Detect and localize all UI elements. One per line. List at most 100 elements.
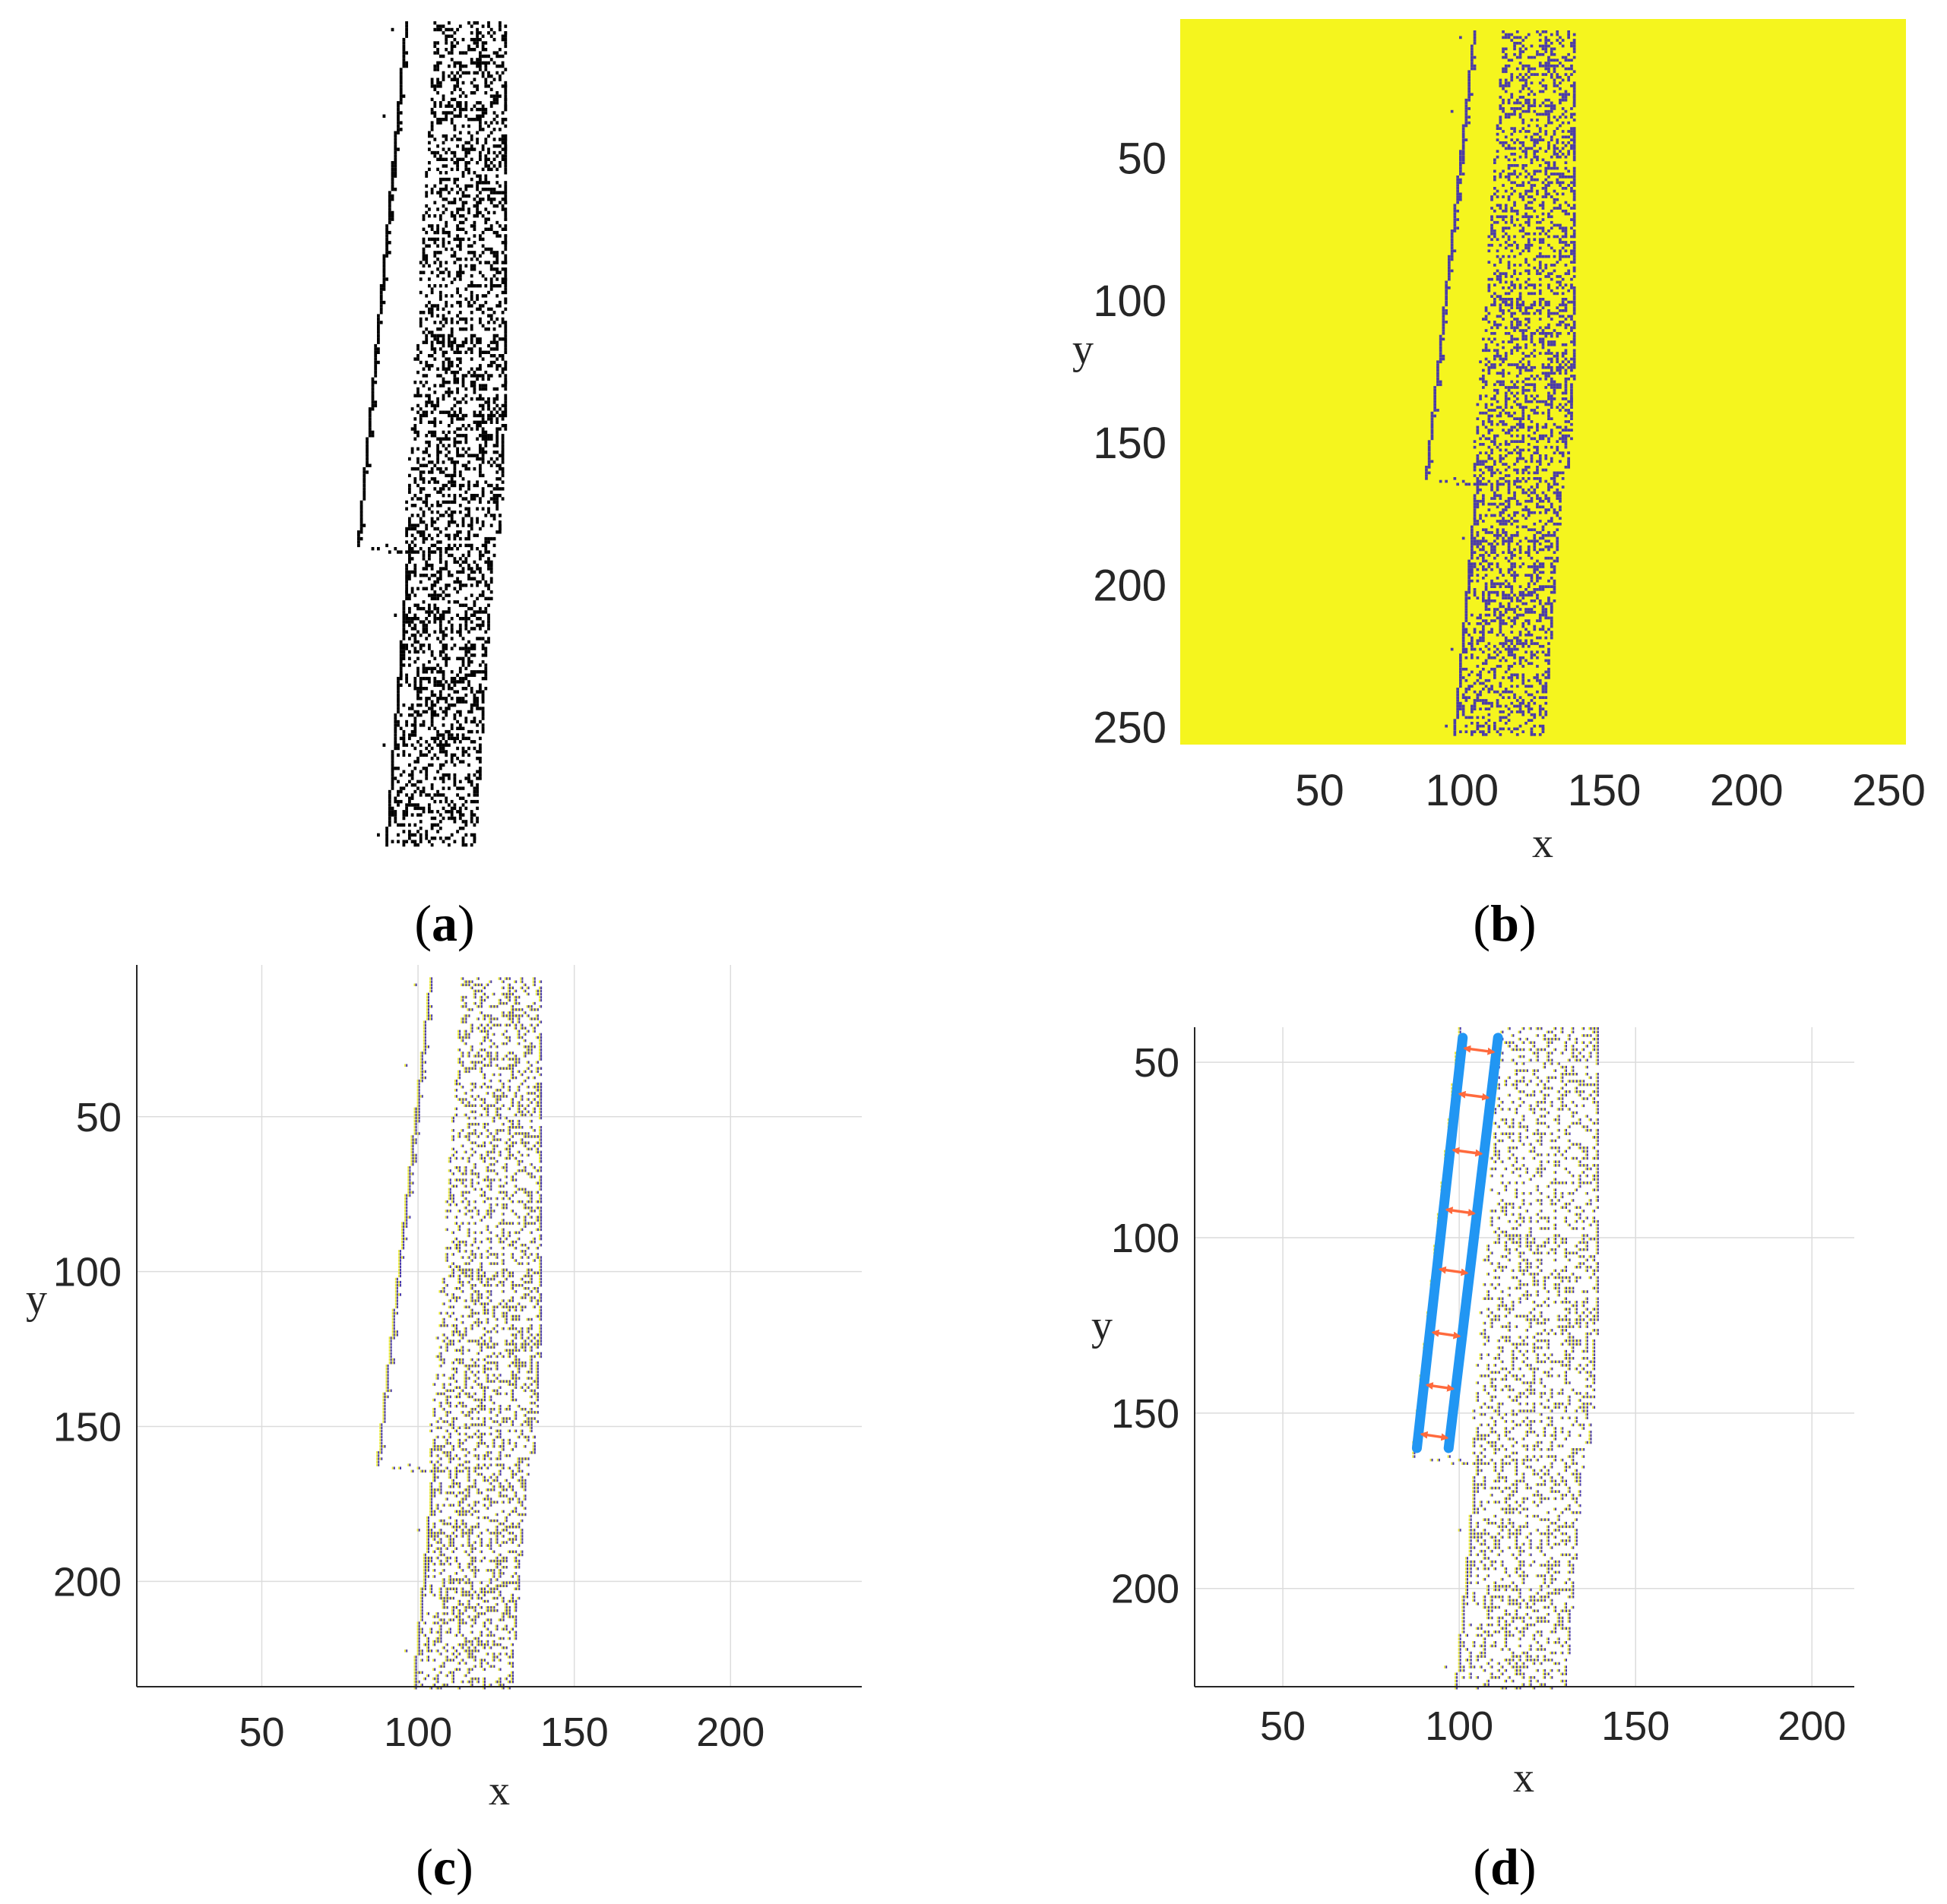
pixel-b [1484,329,1488,332]
pixel-b [1556,207,1559,210]
pixel-a [467,347,470,351]
pixel-b [1564,201,1568,204]
pixel-a [504,164,508,168]
pixel-a [436,237,439,242]
pixel-b [1559,283,1562,286]
pixel-b [1442,323,1445,327]
pixel-b [1536,50,1539,53]
pixel-b [1547,235,1550,239]
pixel-b [1524,388,1528,392]
pixel-a [461,174,465,178]
pixel-a [456,343,459,348]
pixel-a [419,827,423,830]
pixel-b [1547,176,1550,179]
pixel-b [1570,115,1573,119]
pixel-a [479,101,482,105]
pixel-a [458,227,462,231]
pixel-b [1425,466,1428,469]
pixel-b [1561,434,1565,438]
pixel-a [453,340,457,344]
pixel-b [1547,147,1550,150]
pixel-a [438,630,442,634]
pixel-b [1572,252,1576,255]
pixel-a [419,520,423,524]
pixel-b [1570,417,1573,420]
pixel-b [1507,505,1511,509]
pixel-b [1484,309,1488,312]
pixel-b [1442,326,1445,330]
pixel-b [1502,229,1505,232]
pixel-a [461,384,465,387]
pixel-b [1556,497,1559,500]
pixel-a [473,284,476,288]
pixel-b [1553,115,1556,119]
pixel-b [1556,275,1559,278]
pixel-b [1499,215,1502,219]
pixel-a [366,437,369,441]
pixel-b [1502,463,1505,466]
pixel-a [453,473,457,478]
pixel-a [461,144,465,148]
pixel-b [1487,283,1491,286]
pixel-a [467,507,470,511]
pixel-b [1544,352,1548,355]
pixel-b [1570,437,1573,441]
pixel-a [467,284,470,288]
pixel-b [1433,406,1436,409]
pixel-a [391,194,394,198]
pixel-b [1504,468,1508,472]
pixel-a [448,104,451,108]
pixel-b [1547,315,1550,318]
pixel-b [1564,429,1568,432]
pixel-a [408,833,411,837]
pixel-a [422,237,426,242]
pixel-a [453,543,457,548]
pixel-a [410,627,414,631]
pixel-a [464,560,468,564]
pixel-a [487,321,490,324]
pixel-a [487,61,490,65]
pixel-a [419,277,423,281]
pixel-a [484,164,488,168]
pixel-a [464,184,468,188]
pixel-a [425,184,429,188]
pixel-b [1473,505,1477,509]
pixel-a [438,214,442,218]
pixel-a [428,593,431,597]
pixel-b [1515,485,1519,489]
pixel-b [1521,67,1525,71]
pixel-b [1541,505,1545,509]
pixel-b [1550,277,1553,281]
pixel-b [1496,505,1499,509]
pixel-b [1487,420,1491,423]
pixel-b [1499,280,1502,284]
pixel-b [1487,277,1491,281]
pixel-b [1572,138,1576,141]
pixel-a [473,391,476,394]
pixel-a [489,121,493,125]
pixel-b [1541,411,1545,415]
pixel-a [461,227,465,231]
pixel-b [1564,187,1568,190]
pixel-a [504,400,508,404]
pixel-b [1496,380,1499,384]
pixel-b [1570,64,1573,68]
pixel-b [1541,365,1545,369]
pixel-a [397,101,400,105]
pixel-a [492,31,496,35]
pixel-b [1484,394,1488,398]
pixel-a [464,327,468,331]
pixel-b [1550,50,1553,53]
pixel-a [391,763,394,767]
pixel-a [419,840,423,843]
pixel-a [366,444,369,448]
pixel-a [467,124,470,128]
pixel-b [1530,189,1534,193]
pixel-a [481,61,485,65]
pixel-b [1487,417,1491,420]
pixel-b [1533,101,1537,105]
pixel-a [448,570,451,574]
pixel-b [1515,343,1519,346]
pixel-b [1536,169,1539,173]
pixel-a [456,413,459,418]
